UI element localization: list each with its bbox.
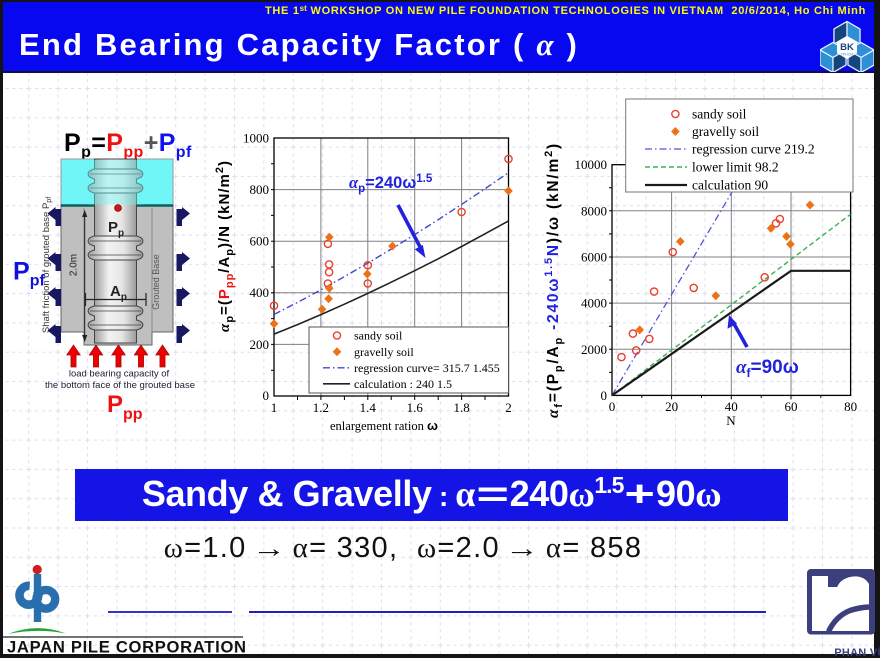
svg-text:PHAN VŨ: PHAN VŨ: [834, 646, 880, 658]
svg-text:1000: 1000: [243, 131, 269, 146]
svg-text:Grouted Base: Grouted Base: [151, 254, 161, 310]
svg-text:lower limit 98.2: lower limit 98.2: [692, 160, 779, 175]
svg-text:2.0m: 2.0m: [69, 254, 80, 276]
svg-text:8000: 8000: [581, 203, 607, 218]
svg-text:200: 200: [250, 337, 270, 352]
svg-text:2000: 2000: [581, 342, 607, 357]
svg-text:TPHCM: TPHCM: [841, 53, 854, 57]
svg-text:αf=(Pp/Ap -240ω1.5N)/ω (kN/m2): αf=(Pp/Ap -240ω1.5N)/ω (kN/m2): [543, 142, 565, 418]
svg-text:enlargement ration ω: enlargement ration ω: [330, 418, 438, 433]
svg-text:1: 1: [271, 400, 278, 415]
svg-text:calculation : 240 1.5: calculation : 240 1.5: [354, 377, 452, 391]
svg-text:0: 0: [609, 399, 616, 414]
svg-text:Shaft friction of grouted base: Shaft friction of grouted base Ppf: [41, 197, 53, 333]
svg-text:regression curve= 315.7 1.455: regression curve= 315.7 1.455: [354, 361, 500, 375]
svg-text:60: 60: [785, 399, 798, 414]
svg-text:2: 2: [505, 400, 512, 415]
svg-text:400: 400: [250, 285, 270, 300]
svg-text:20: 20: [665, 399, 678, 414]
svg-text:6000: 6000: [581, 250, 607, 265]
svg-text:4000: 4000: [581, 296, 607, 311]
svg-text:600: 600: [250, 234, 270, 249]
svg-text:gravelly soil: gravelly soil: [354, 345, 414, 359]
svg-text:40: 40: [725, 399, 738, 414]
svg-text:BK: BK: [840, 42, 854, 53]
svg-text:gravelly soil: gravelly soil: [692, 124, 759, 139]
svg-text:1.8: 1.8: [453, 400, 469, 415]
svg-text:10000: 10000: [575, 157, 608, 172]
svg-text:regression curve 219.2: regression curve 219.2: [692, 142, 815, 157]
svg-text:0: 0: [601, 388, 608, 403]
svg-text:1.4: 1.4: [360, 400, 377, 415]
svg-text:N: N: [726, 413, 736, 428]
svg-text:Pp=Ppp+Ppf: Pp=Ppp+Ppf: [64, 129, 192, 161]
svg-text:load bearing capacity of: load bearing capacity of: [69, 369, 170, 380]
svg-text:αp=(Ppp/Ap)/N (kN/m2): αp=(Ppp/Ap)/N (kN/m2): [214, 160, 236, 332]
svg-text:80: 80: [844, 399, 857, 414]
svg-text:sandy soil: sandy soil: [354, 329, 403, 343]
svg-text:1.2: 1.2: [313, 400, 329, 415]
svg-text:Ppp: Ppp: [107, 391, 143, 423]
svg-text:sandy soil: sandy soil: [692, 107, 747, 122]
svg-text:0: 0: [263, 388, 270, 403]
svg-text:800: 800: [250, 182, 270, 197]
svg-text:αp=240ω1.5: αp=240ω1.5: [349, 173, 433, 195]
svg-text:JAPAN PILE CORPORATION: JAPAN PILE CORPORATION: [7, 638, 246, 657]
svg-text:αf=90ω: αf=90ω: [736, 357, 799, 380]
svg-text:1.6: 1.6: [407, 400, 424, 415]
svg-text:calculation 90: calculation 90: [692, 178, 768, 193]
svg-text:the bottom face of the grouted: the bottom face of the grouted base: [45, 380, 195, 391]
